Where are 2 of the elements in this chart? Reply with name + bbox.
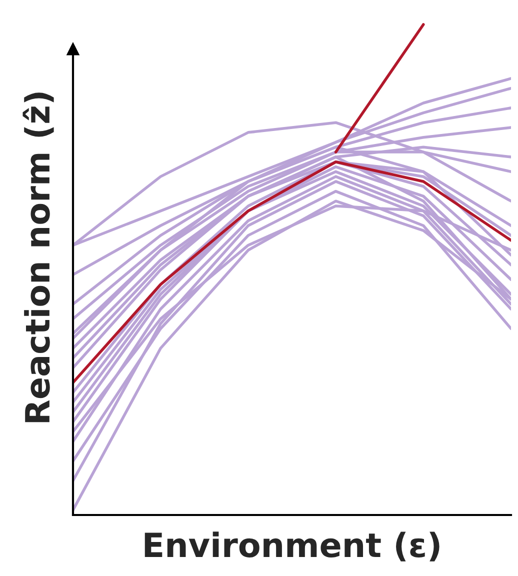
y-axis-title: Reaction norm (ẑ) bbox=[22, 92, 54, 422]
x-axis-title: Environment (ε) bbox=[144, 532, 440, 562]
